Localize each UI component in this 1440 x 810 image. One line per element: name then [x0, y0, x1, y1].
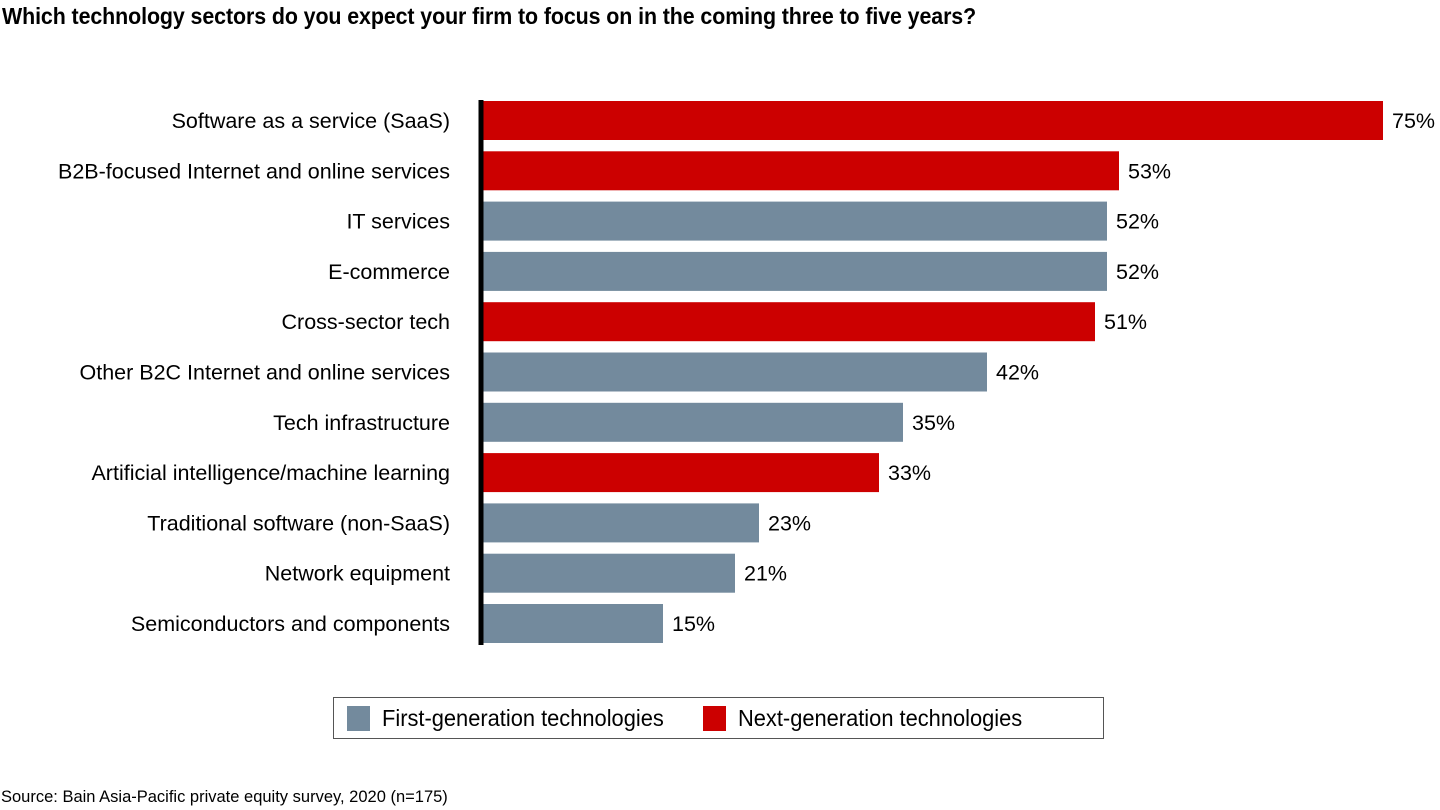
bar-network-equipment [483, 553, 735, 593]
category-label: Software as a service (SaaS) [172, 109, 450, 133]
bar-cross-sector-tech [483, 302, 1095, 342]
value-label: 51% [1104, 310, 1147, 334]
category-label: Tech infrastructure [273, 411, 450, 435]
legend-label-next-generation: Next-generation technologies [737, 704, 1022, 731]
category-label: Traditional software (non-SaaS) [147, 511, 450, 535]
bars-group [483, 101, 1383, 643]
value-label: 53% [1128, 159, 1171, 183]
chart-title: Which technology sectors do you expect y… [2, 3, 977, 29]
source-note: Source: Bain Asia-Pacific private equity… [1, 788, 448, 806]
value-label: 21% [744, 562, 787, 586]
value-label: 15% [672, 612, 715, 636]
legend-item-first-generation: First-generation technologies [347, 705, 679, 732]
value-label: 52% [1116, 210, 1159, 234]
value-label: 33% [888, 461, 931, 485]
category-label: Semiconductors and components [131, 612, 450, 636]
value-label: 42% [996, 361, 1039, 385]
category-label: E-commerce [328, 260, 450, 284]
bar-software-as-a-service-saas [483, 101, 1383, 140]
legend-item-next-generation: Next-generation technologies [702, 704, 1037, 732]
bar-other-b2c-internet-and-online-services [483, 352, 987, 392]
value-label: 75% [1392, 109, 1435, 133]
value-labels-group: 75% 53% 52% 52% 51% 42% 35% 33% 23% 21% 15% [672, 109, 1435, 636]
value-label: 35% [912, 411, 955, 435]
value-label: 52% [1116, 260, 1159, 284]
category-label: B2B-focused Internet and online services [58, 159, 450, 183]
category-label: Other B2C Internet and online services [80, 361, 450, 385]
bar-artificial-intelligence-machine-learning [483, 453, 879, 493]
legend-swatch-first-generation [347, 705, 370, 731]
category-label: Network equipment [265, 562, 450, 586]
bar-b2b-focused-internet-and-online-services [483, 151, 1119, 191]
category-label: Cross-sector tech [282, 310, 450, 334]
bar-tech-infrastructure [483, 402, 903, 442]
category-label: IT services [346, 210, 450, 234]
category-labels-group: Software as a service (SaaS) B2B-focused … [58, 109, 450, 636]
legend-swatch-next-generation [702, 705, 726, 731]
bar-traditional-software-non-saas [483, 503, 759, 543]
bar-semiconductors-and-components [483, 604, 663, 643]
category-label: Artificial intelligence/machine learning [91, 461, 450, 485]
legend-label-first-generation: First-generation technologies [382, 704, 664, 731]
value-label: 23% [768, 511, 811, 535]
bar-it-services [483, 201, 1107, 241]
bar-e-commerce [483, 251, 1107, 291]
legend: First-generation technologies Next-gener… [333, 697, 1104, 739]
